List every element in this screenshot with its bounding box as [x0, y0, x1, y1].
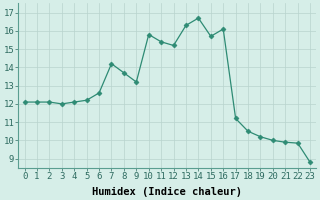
- X-axis label: Humidex (Indice chaleur): Humidex (Indice chaleur): [92, 186, 242, 197]
